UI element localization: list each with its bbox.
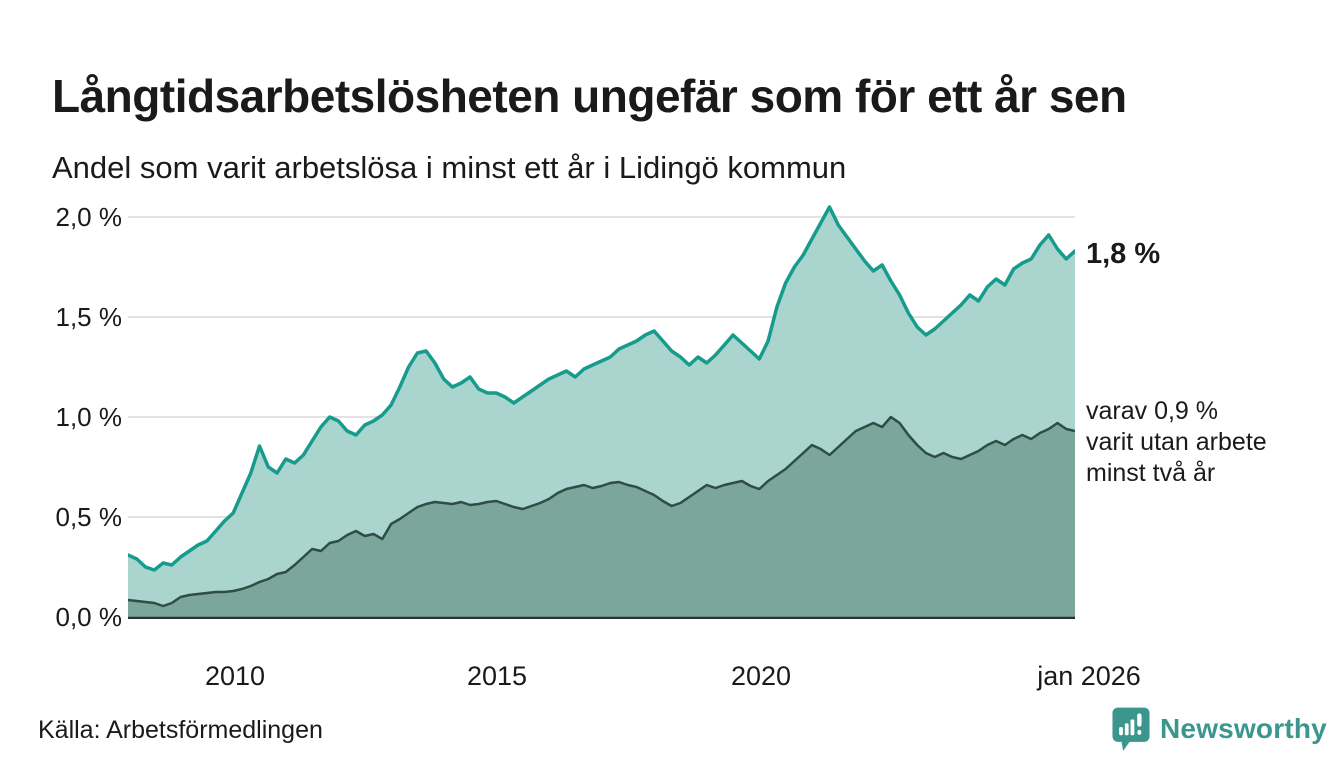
x-axis-tick-label: 2020 xyxy=(730,661,792,691)
area-chart-svg xyxy=(128,205,1075,619)
newsworthy-chart-bubble-icon xyxy=(1112,707,1150,751)
x-axis-tick-label: jan 2026 xyxy=(1037,661,1141,691)
secondary-series-label-line: minst två år xyxy=(1086,459,1216,487)
y-axis-tick-label: 2,0 % xyxy=(55,202,123,232)
y-axis-tick-label: 0,0 % xyxy=(55,602,123,632)
y-axis-tick-label: 1,5 % xyxy=(55,302,123,332)
x-axis-tick-label: 2010 xyxy=(204,661,266,691)
newsworthy-logo-link[interactable]: Newsworthy xyxy=(1112,703,1327,755)
y-axis-tick-label: 1,0 % xyxy=(55,402,123,432)
y-axis-tick-label: 0,5 % xyxy=(55,502,123,532)
secondary-series-label-line: varav 0,9 % xyxy=(1086,397,1219,425)
page-title: Långtidsarbetslösheten ungefär som för e… xyxy=(52,69,1127,122)
x-axis-tick-label: 2015 xyxy=(466,661,528,691)
newsworthy-wordmark: Newsworthy xyxy=(1160,713,1327,744)
area-chart xyxy=(128,200,1075,619)
latest-value-label: 1,8 % xyxy=(1086,238,1161,270)
secondary-series-label: varav 0,9 % varit utan arbete minst två … xyxy=(1086,396,1267,489)
source-note: Källa: Arbetsförmedlingen xyxy=(38,716,323,744)
secondary-series-label-line: varit utan arbete xyxy=(1086,428,1267,456)
page-subtitle: Andel som varit arbetslösa i minst ett å… xyxy=(52,149,847,185)
